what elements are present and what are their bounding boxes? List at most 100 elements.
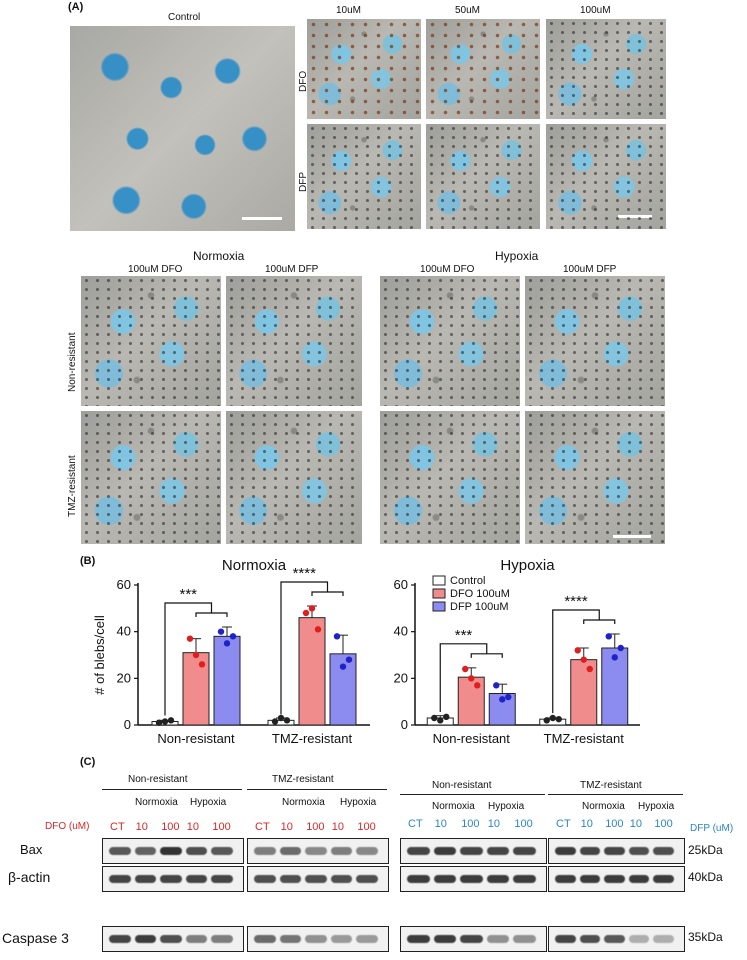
blot-band xyxy=(134,847,157,855)
blot-band xyxy=(460,847,483,855)
lane-label: CT xyxy=(110,821,125,833)
subgroup-hypoxia: Hypoxia xyxy=(340,797,377,808)
blot-band xyxy=(134,935,157,943)
col-label-normoxia-dfp: 100uM DFP xyxy=(265,264,319,275)
blot-band xyxy=(555,875,576,883)
x-tick-label: TMZ-resistant xyxy=(544,731,625,746)
y-tick-label: 0 xyxy=(401,717,408,732)
significance-bracket xyxy=(439,643,488,712)
blot-band xyxy=(109,935,131,943)
data-point xyxy=(431,714,438,722)
caspase3-blot xyxy=(548,926,685,952)
y-tick-label: 20 xyxy=(394,670,408,685)
data-point xyxy=(308,605,316,612)
bax-blot xyxy=(400,838,547,864)
data-point xyxy=(186,635,194,642)
data-point xyxy=(229,633,237,640)
divider xyxy=(400,794,545,795)
legend-label: DFP 100uM xyxy=(450,601,509,613)
lane-label: CT xyxy=(255,821,270,833)
significance-bracket xyxy=(583,619,616,624)
legend-swatch xyxy=(432,601,446,612)
blot-band xyxy=(160,875,182,883)
protein-label-bax: Bax xyxy=(20,842,43,857)
lane-label: 10 xyxy=(629,818,643,830)
size-label-25: 25kDa xyxy=(688,843,723,857)
micrograph-dfp-10 xyxy=(307,124,421,229)
blot-band xyxy=(356,875,378,883)
significance-stars: **** xyxy=(564,593,588,610)
lane-label: CT xyxy=(408,818,423,830)
lane-label: 100 xyxy=(654,818,673,830)
micrograph-norm-nonres-dfp xyxy=(226,276,362,406)
data-point xyxy=(468,675,475,682)
data-point xyxy=(271,718,279,725)
blot-group-label-1: Non-resistant xyxy=(128,774,188,785)
blot-band xyxy=(460,935,483,943)
legend-swatch xyxy=(432,588,446,599)
lane-label: 100 xyxy=(306,821,325,833)
significance-stars: *** xyxy=(455,627,473,644)
y-axis-label: # of blebs/cell xyxy=(92,615,107,695)
blot-band xyxy=(254,847,276,855)
blot-group-label-4: TMZ-resistant xyxy=(580,780,642,791)
blot-band xyxy=(460,875,483,883)
protein-label-actin: β-actin xyxy=(8,869,51,885)
subgroup-hypoxia: Hypoxia xyxy=(190,797,227,808)
micrograph-hyp-tmz-dfo xyxy=(380,411,520,544)
data-point xyxy=(345,656,353,663)
scale-bar xyxy=(242,217,282,220)
data-point xyxy=(339,663,347,670)
blot-band xyxy=(628,847,650,855)
y-tick-label: 20 xyxy=(117,670,131,685)
subgroup-normoxia: Normoxia xyxy=(135,797,178,808)
data-point xyxy=(437,717,444,724)
blot-band xyxy=(109,847,131,855)
data-point xyxy=(302,609,310,617)
blot-band xyxy=(486,847,510,855)
subgroup-normoxia: Normoxia xyxy=(582,801,625,812)
dfo-label: DFO (uM) xyxy=(45,821,90,832)
blot-band xyxy=(356,935,378,943)
col-label-normoxia-dfo: 100uM DFO xyxy=(128,264,183,275)
data-point xyxy=(611,654,618,661)
micrograph-dfo-50 xyxy=(426,19,540,119)
blot-band xyxy=(185,847,208,855)
blot-band xyxy=(604,847,625,855)
data-point xyxy=(493,682,500,689)
data-point xyxy=(617,644,624,652)
data-point xyxy=(574,647,581,654)
data-point xyxy=(580,656,587,663)
data-point xyxy=(314,626,322,633)
blot-band xyxy=(407,847,430,855)
data-point xyxy=(161,718,169,725)
blot-band xyxy=(653,847,674,855)
group-title-normoxia: Normoxia xyxy=(193,249,245,263)
conc-label-100: 100uM xyxy=(580,5,611,16)
x-tick-label: Non-resistant xyxy=(157,731,235,746)
blot-band xyxy=(513,935,536,943)
chart-title: Hypoxia xyxy=(500,557,555,574)
chart-title: Normoxia xyxy=(222,557,287,574)
blot-band xyxy=(211,935,233,943)
lane-label: 10 xyxy=(580,818,593,830)
blot-band xyxy=(513,875,536,883)
blot-group-label-2: TMZ-resistant xyxy=(272,774,334,785)
blot-band xyxy=(486,935,510,943)
blot-band xyxy=(628,935,650,943)
actin-blot xyxy=(400,866,547,892)
bax-blot xyxy=(102,838,244,864)
blot-band xyxy=(628,875,650,883)
panel-a-letter: (A) xyxy=(68,1,84,13)
blot-band xyxy=(433,935,457,943)
blot-band xyxy=(407,935,430,943)
blot-band xyxy=(330,847,353,855)
data-point xyxy=(198,661,206,668)
caspase3-blot xyxy=(247,926,389,952)
blot-band xyxy=(555,935,576,943)
micrograph-hyp-nonres-dfo xyxy=(380,276,520,406)
divider xyxy=(247,789,387,790)
lane-label: 100 xyxy=(357,821,376,833)
data-point xyxy=(283,717,291,724)
micrograph-hyp-nonres-dfp xyxy=(525,276,665,406)
